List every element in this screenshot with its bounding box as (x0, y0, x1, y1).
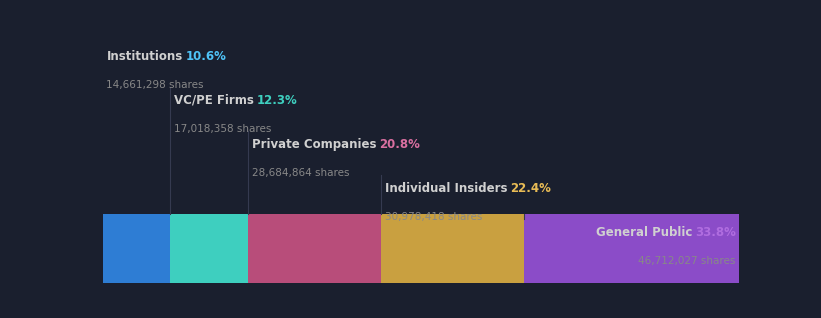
Bar (103, 214, 170, 283)
Text: 46,712,027 shares: 46,712,027 shares (639, 256, 736, 266)
Text: 12.3%: 12.3% (256, 94, 297, 107)
Text: 17,018,358 shares: 17,018,358 shares (174, 124, 271, 134)
Bar (170, 214, 249, 283)
Text: 33.8%: 33.8% (695, 226, 736, 239)
Text: Institutions: Institutions (107, 50, 183, 63)
Bar (524, 214, 739, 283)
Bar (249, 214, 381, 283)
Text: 10.6%: 10.6% (186, 50, 226, 63)
Text: General Public: General Public (596, 226, 692, 239)
Bar (381, 214, 524, 283)
Text: VC/PE Firms: VC/PE Firms (174, 94, 254, 107)
Text: 20.8%: 20.8% (379, 138, 420, 151)
Text: 14,661,298 shares: 14,661,298 shares (107, 80, 204, 90)
Text: Private Companies: Private Companies (252, 138, 377, 151)
Text: 30,978,418 shares: 30,978,418 shares (385, 212, 482, 222)
Text: 22.4%: 22.4% (510, 182, 551, 195)
Text: 28,684,864 shares: 28,684,864 shares (252, 168, 350, 178)
Text: Individual Insiders: Individual Insiders (385, 182, 507, 195)
